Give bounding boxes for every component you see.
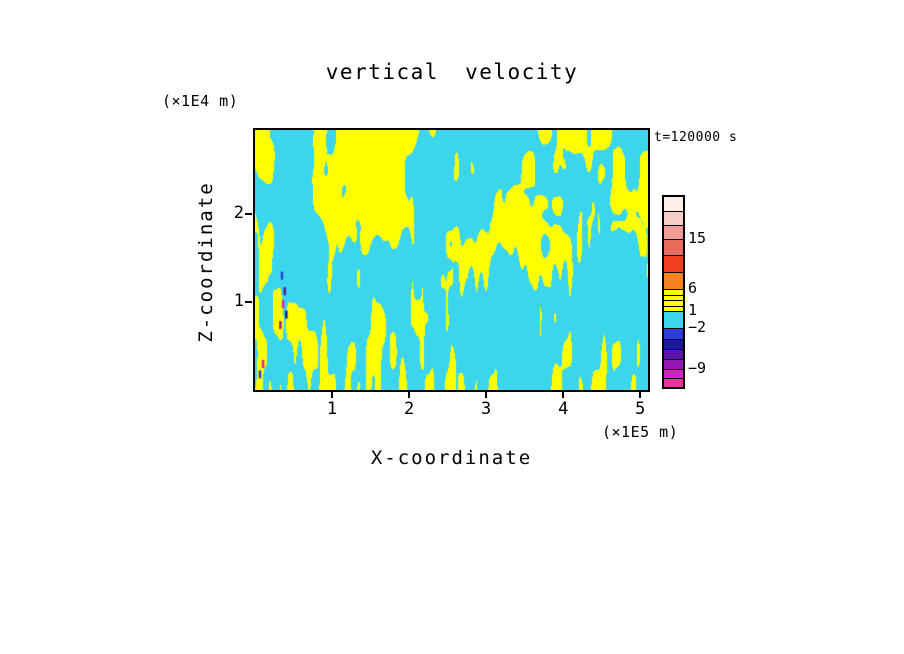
colorbar-segment (664, 212, 683, 226)
colorbar-segment (664, 312, 683, 329)
x-axis-unit: (×1E5 m) (602, 423, 679, 441)
colorbar-segment (664, 290, 683, 312)
colorbar-segment (664, 370, 683, 379)
colorbar-segment (664, 226, 683, 240)
colorbar-segment (664, 256, 683, 273)
colorbar-tick-label: 6 (688, 278, 698, 297)
x-tick-mark (408, 392, 411, 398)
z-axis-label: Z-coordinate (195, 181, 217, 343)
colorbar-segment (664, 350, 683, 360)
z-tick-mark (245, 212, 252, 215)
plot-title: vertical velocity (325, 60, 579, 84)
x-tick-mark (485, 392, 488, 398)
colorbar-tick-label: −2 (688, 318, 707, 337)
x-tick-mark (639, 392, 642, 398)
colorbar-segment (664, 360, 683, 370)
colorbar-subsegment (664, 305, 683, 311)
x-tick-label: 4 (558, 399, 569, 419)
contour-field-canvas (255, 130, 648, 390)
colorbar-tick-label: 1 (688, 300, 698, 319)
colorbar-subsegment (664, 290, 683, 295)
colorbar-segment (664, 197, 683, 212)
colorbar (662, 195, 685, 389)
colorbar-tick-label: 15 (688, 228, 707, 247)
colorbar-subsegment (664, 300, 683, 306)
z-tick-mark (245, 300, 252, 303)
x-tick-label: 2 (403, 399, 415, 419)
colorbar-segment (664, 340, 683, 350)
x-tick-label: 5 (635, 399, 646, 419)
colorbar-segment (664, 329, 683, 340)
z-tick-label: 2 (233, 202, 244, 223)
z-tick-label: 1 (233, 290, 244, 311)
x-tick-mark (331, 392, 334, 398)
plot-frame (253, 128, 650, 392)
x-axis-label: X-coordinate (370, 447, 533, 469)
colorbar-tick-label: −9 (688, 359, 707, 378)
colorbar-subsegment (664, 294, 683, 300)
x-tick-mark (562, 392, 565, 398)
colorbar-segment (664, 273, 683, 290)
x-tick-label: 1 (326, 399, 338, 419)
colorbar-segment (664, 240, 683, 256)
time-annotation: t=120000 s (654, 130, 738, 145)
colorbar-segment (664, 379, 683, 387)
z-axis-unit: (×1E4 m) (162, 92, 239, 110)
x-tick-label: 3 (481, 399, 492, 419)
